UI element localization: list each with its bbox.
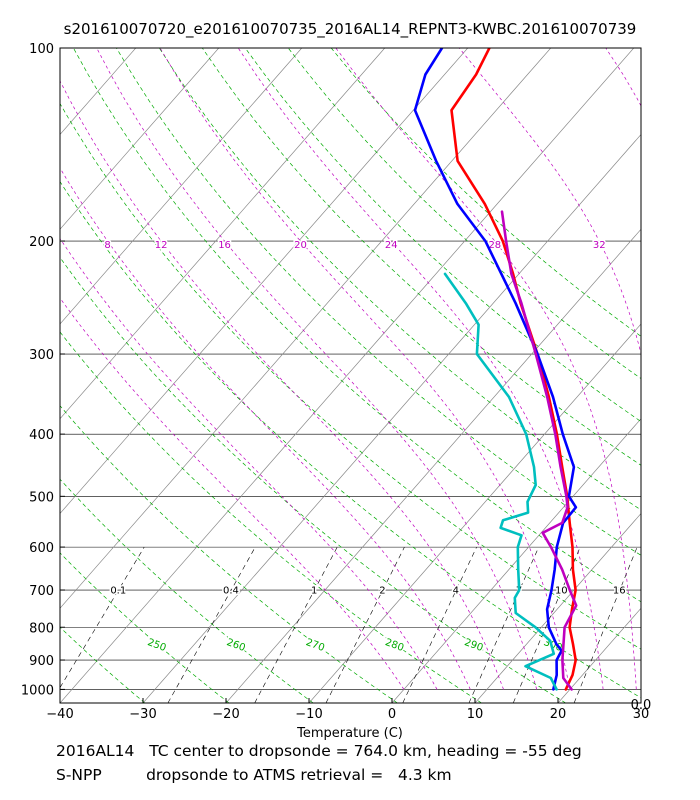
isotherm <box>60 48 220 230</box>
dry-adiabat-label: 250 <box>146 637 168 654</box>
y-tick-label-100: 100 <box>29 42 54 57</box>
moist-adiabat-label: 8 <box>104 240 110 251</box>
x-tick-label: 30 <box>633 707 650 722</box>
footer-line-2: S-NPP dropsonde to ATMS retrieval = 4.3 … <box>56 766 452 784</box>
dry-adiabat <box>159 48 641 511</box>
mixing-ratio-label: 10 <box>555 586 568 597</box>
moist-adiabat-label: 16 <box>218 240 231 251</box>
y-tick-label-700: 700 <box>29 584 54 599</box>
corner-label: 0.0 <box>631 698 652 713</box>
moist-adiabat <box>60 237 438 690</box>
dry-adiabat-label: 260 <box>225 637 247 654</box>
dry-adiabat <box>244 48 641 422</box>
dry-adiabat <box>287 48 641 380</box>
x-tick-label: −40 <box>46 707 73 722</box>
isotherm <box>0 48 53 703</box>
mixing-ratio-line <box>402 546 477 703</box>
isotherm <box>557 607 641 703</box>
dry-adiabat <box>60 626 146 703</box>
series-blue <box>413 48 578 691</box>
y-tick-label-500: 500 <box>29 490 54 505</box>
mixing-ratio-label: 1 <box>311 586 317 597</box>
dry-adiabat <box>60 552 230 703</box>
x-tick-label: 20 <box>550 707 567 722</box>
moist-adiabat-label: 32 <box>593 240 606 251</box>
y-tick-label-1000: 1000 <box>21 683 54 698</box>
isotherm <box>474 512 641 703</box>
mixing-ratio-line <box>573 547 638 703</box>
dry-adiabat <box>60 331 482 703</box>
moist-adiabat <box>60 80 504 690</box>
dry-adiabat <box>73 48 641 603</box>
y-tick-label-600: 600 <box>29 541 54 556</box>
dry-adiabat-label: 290 <box>463 637 485 654</box>
series-red <box>450 48 577 691</box>
moist-adiabat <box>96 48 538 690</box>
chart-title: s201610070720_e201610070735_2016AL14_REP… <box>63 20 637 38</box>
moist-adiabat-label: 12 <box>155 240 168 251</box>
y-tick-label-200: 200 <box>29 235 54 250</box>
isotherm <box>142 133 641 703</box>
mixing-ratio-label: 16 <box>613 586 626 597</box>
isotherm <box>60 48 552 609</box>
dry-adiabat <box>60 478 314 703</box>
moist-adiabat-label: 28 <box>488 240 501 251</box>
moist-adiabat-label: 20 <box>294 240 307 251</box>
y-tick-label-800: 800 <box>29 621 54 636</box>
y-tick-label-900: 900 <box>29 654 54 669</box>
x-tick-label: −20 <box>212 707 239 722</box>
y-tick-label-400: 400 <box>29 428 54 443</box>
dry-adiabat <box>116 48 641 556</box>
x-tick-label: −10 <box>295 707 322 722</box>
series-cyan <box>443 272 558 691</box>
plot-frame <box>59 47 642 704</box>
isotherm <box>640 702 641 703</box>
moist-adiabat <box>60 167 471 690</box>
isotherm <box>308 323 641 703</box>
isotherm <box>60 48 469 515</box>
isotherm <box>60 48 303 325</box>
sounding-series <box>413 48 578 691</box>
dry-adiabat <box>60 701 61 703</box>
mixing-ratio-line <box>468 546 539 703</box>
dry-adiabat <box>60 256 566 703</box>
dry-adiabat <box>60 102 641 650</box>
mixing-ratio-line <box>254 546 338 703</box>
mixing-ratio-line <box>512 546 581 703</box>
moist-adiabat <box>60 297 405 690</box>
isotherm <box>391 418 641 703</box>
dry-adiabat <box>60 181 641 699</box>
mixing-ratio-label: 4 <box>453 586 459 597</box>
mixing-ratio-label: 0.1 <box>110 586 126 597</box>
isotherm <box>60 48 635 703</box>
x-tick-label: 10 <box>467 707 484 722</box>
x-tick-label: −30 <box>129 707 156 722</box>
mixing-ratio-line <box>167 546 256 703</box>
moist-adiabat <box>458 48 641 356</box>
moist-adiabat <box>237 48 604 690</box>
y-tick-label-300: 300 <box>29 348 54 363</box>
dry-adiabat-label: 270 <box>304 637 326 654</box>
mixing-ratio-label: 0.4 <box>223 586 239 597</box>
dry-adiabat <box>202 48 641 466</box>
x-tick-label: 0 <box>388 707 396 722</box>
moist-adiabat-label: 24 <box>385 240 398 251</box>
isotherm <box>60 48 386 420</box>
isotherm <box>225 228 641 703</box>
mixing-ratio-line <box>60 546 145 689</box>
mixing-ratio-line <box>325 546 405 703</box>
mixing-ratio-label: 2 <box>379 586 385 597</box>
moist-adiabat <box>335 48 637 690</box>
x-axis-label: Temperature (C) <box>296 726 403 741</box>
isotherm <box>60 48 137 136</box>
dry-adiabat <box>60 405 398 703</box>
footer-line-1: 2016AL14 TC center to dropsonde = 764.0 … <box>56 742 582 760</box>
dry-adiabat-label: 280 <box>383 637 405 654</box>
series-magenta <box>500 210 578 691</box>
moist-adiabat <box>159 48 571 690</box>
